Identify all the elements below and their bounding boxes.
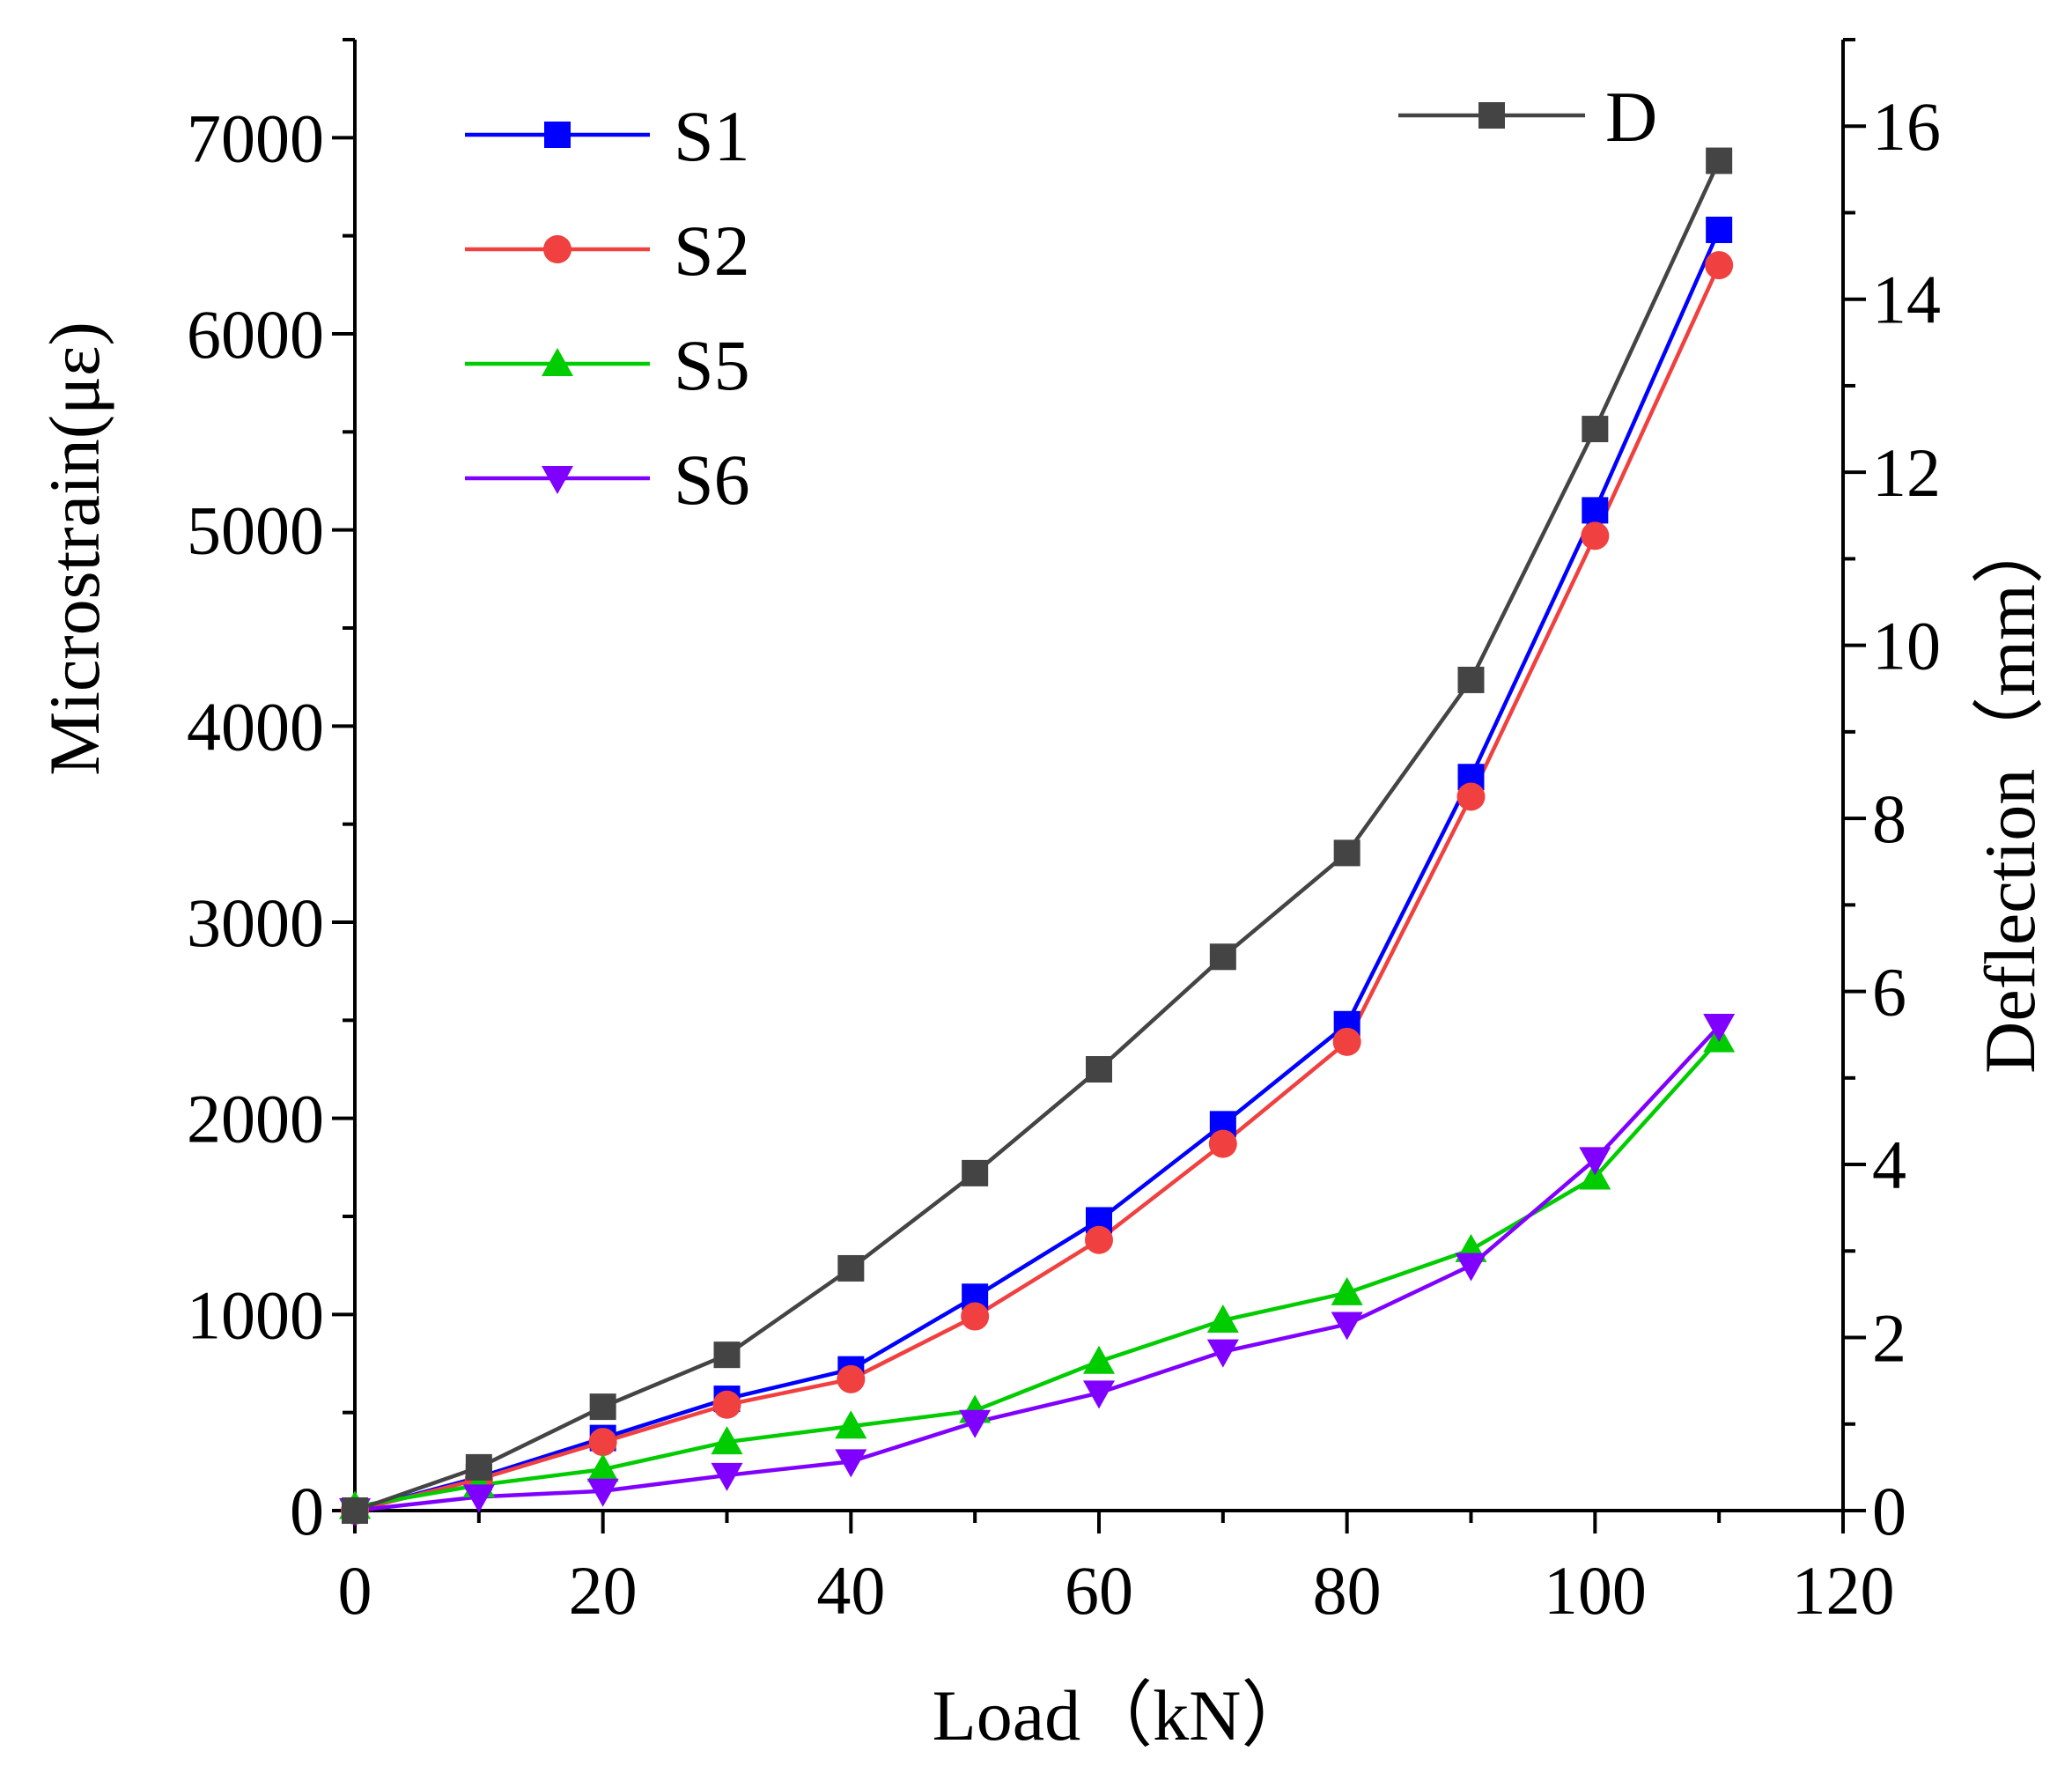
x-tick-label: 120 [1792, 1552, 1895, 1629]
y2-tick-label: 0 [1872, 1473, 1906, 1549]
y-tick-label: 4000 [187, 688, 324, 765]
data-point-s2 [961, 1302, 990, 1331]
legend-label-d: D [1605, 77, 1657, 157]
data-point-d [589, 1393, 616, 1421]
data-point-s2 [1581, 521, 1610, 551]
y-axis-title: Microstrain(με) [34, 321, 114, 776]
series-line-s1 [354, 229, 1722, 1513]
y2-tick-label: 10 [1872, 608, 1941, 684]
x-tick-label: 60 [1065, 1552, 1133, 1629]
data-point-d [1706, 147, 1733, 174]
y2-tick-label: 6 [1872, 954, 1906, 1031]
x-tick-label: 20 [569, 1552, 638, 1629]
x-tick-label: 40 [816, 1552, 885, 1629]
data-point-s6 [959, 1409, 992, 1438]
data-point-d [1333, 839, 1360, 867]
series-line-s5 [354, 1038, 1721, 1509]
x-tick-label: 80 [1313, 1552, 1382, 1629]
data-point-s2 [1332, 1027, 1361, 1056]
series-line-s2 [354, 264, 1722, 1513]
legend-marker-s1 [544, 122, 571, 148]
data-point-s6 [462, 1484, 495, 1513]
legend-label-s5: S5 [674, 325, 750, 405]
y2-tick-label: 8 [1872, 780, 1906, 857]
legend-marker-d [1478, 102, 1505, 129]
y2-tick-label: 14 [1872, 262, 1941, 338]
data-point-s6 [1455, 1253, 1487, 1282]
data-point-s6 [1206, 1339, 1239, 1368]
data-point-d [837, 1254, 865, 1282]
x-tick-label: 100 [1544, 1552, 1647, 1629]
data-point-d [1457, 666, 1485, 693]
data-point-s6 [1579, 1147, 1611, 1176]
y-tick-label: 7000 [187, 100, 324, 176]
series-lines [354, 159, 1722, 1513]
x-tick-label: 0 [338, 1552, 372, 1629]
y2-tick-label: 12 [1872, 434, 1941, 511]
data-point-d [713, 1341, 741, 1369]
data-point-s2 [1456, 782, 1486, 811]
data-point-s1 [1706, 216, 1733, 243]
data-point-d [1086, 1056, 1112, 1083]
series-line-d [354, 159, 1722, 1513]
data-point-s2 [1705, 251, 1734, 280]
data-point-s5 [1579, 1161, 1611, 1190]
y-tick-label: 3000 [187, 884, 324, 961]
legend-marker-s5 [542, 348, 573, 376]
data-point-s6 [835, 1449, 867, 1478]
data-point-s2 [588, 1428, 617, 1457]
data-point-s1 [1582, 497, 1609, 524]
data-point-d [1209, 943, 1236, 971]
data-point-d [342, 1497, 368, 1524]
y-tick-label: 1000 [187, 1276, 324, 1353]
data-point-s5 [586, 1453, 619, 1482]
legend-label-s6: S6 [674, 440, 750, 520]
data-point-s6 [1703, 1014, 1736, 1043]
data-point-d [1582, 416, 1609, 443]
data-point-s5 [1206, 1304, 1239, 1334]
data-point-s2 [1085, 1225, 1113, 1254]
data-point-s2 [712, 1390, 741, 1419]
data-point-d [465, 1453, 492, 1481]
data-point-s6 [586, 1478, 619, 1507]
axes: 0 20 40 60 80 100 1200100020003000400050006000… [187, 38, 1941, 1629]
legend-label-s1: S1 [674, 96, 750, 176]
legend-marker-s6 [542, 466, 573, 494]
y2-tick-label: 4 [1872, 1127, 1906, 1203]
data-point-s2 [837, 1364, 866, 1393]
legend: S1 S2 S5 S6 D [465, 77, 1657, 520]
data-point-s6 [711, 1462, 743, 1491]
data-point-s5 [1083, 1345, 1115, 1374]
data-point-d [962, 1159, 989, 1186]
data-point-s5 [835, 1410, 867, 1439]
y-tick-label: 0 [290, 1473, 324, 1549]
y-tick-label: 2000 [187, 1081, 324, 1157]
y-tick-label: 6000 [187, 296, 324, 373]
x-axis-title: Load（kN） [933, 1675, 1314, 1755]
series-markers [339, 147, 1736, 1526]
y2-axis-title: Deflection（mm） [1970, 512, 2050, 1074]
y2-tick-label: 16 [1872, 88, 1941, 165]
data-point-s5 [1331, 1276, 1363, 1305]
y2-tick-label: 2 [1872, 1300, 1906, 1377]
data-point-s5 [711, 1426, 743, 1455]
series-line-s6 [354, 1024, 1721, 1513]
legend-label-s2: S2 [674, 211, 750, 291]
data-point-s2 [1208, 1129, 1237, 1158]
data-point-s6 [1331, 1312, 1363, 1341]
data-point-s6 [1083, 1380, 1115, 1409]
legend-marker-s2 [543, 235, 571, 263]
y-tick-label: 5000 [187, 492, 324, 569]
